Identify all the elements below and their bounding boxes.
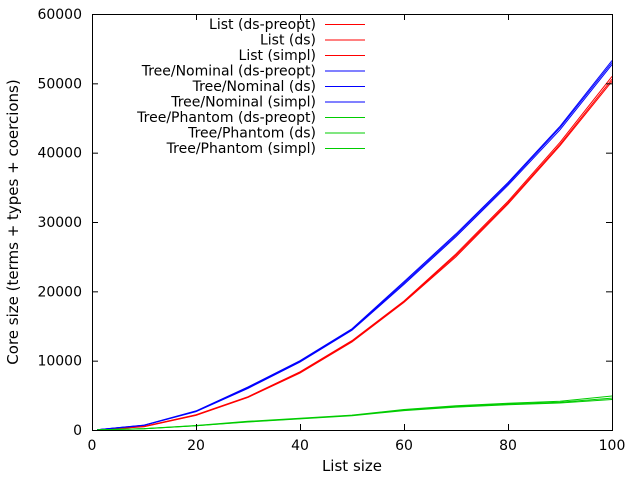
series-line-1 <box>97 76 613 431</box>
y-axis-label: Core size (terms + types + coercions) <box>4 79 22 364</box>
y-tick-label: 40000 <box>37 146 82 162</box>
y-tick-label: 30000 <box>37 215 82 231</box>
legend-label: List (simpl) <box>239 48 316 64</box>
x-tick-label: 80 <box>499 438 517 454</box>
y-tick-label: 20000 <box>37 284 82 300</box>
x-tick-label: 60 <box>395 438 413 454</box>
ticks-layer: 0 20 40 60 80 100 0 10000 20000 30000 40000 50000 60… <box>37 7 625 454</box>
y-tick-label: 50000 <box>37 76 82 92</box>
series-line-3 <box>97 80 613 431</box>
legend-label: Tree/Phantom (ds) <box>187 126 316 142</box>
y-tick-label: 60000 <box>37 7 82 23</box>
legend-label: Tree/Phantom (ds-preopt) <box>136 110 316 126</box>
x-tick-label: 40 <box>291 438 309 454</box>
legend-label: Tree/Nominal (ds-preopt) <box>141 64 316 80</box>
series-line-9 <box>97 399 613 431</box>
series-line-7 <box>97 395 613 431</box>
y-tick-label: 0 <box>73 423 82 439</box>
series-line-8 <box>97 397 613 431</box>
y-tick-label: 10000 <box>37 354 82 370</box>
legend: List (ds-preopt)List (ds)List (simpl)Tre… <box>136 17 365 157</box>
legend-label: Tree/Nominal (simpl) <box>170 95 316 111</box>
legend-label: Tree/Phantom (simpl) <box>166 141 316 157</box>
x-axis-label: List size <box>322 457 382 475</box>
legend-label: Tree/Nominal (ds) <box>192 79 316 95</box>
series-line-6 <box>97 64 613 431</box>
series-line-2 <box>97 78 613 431</box>
series-layer <box>97 60 613 431</box>
x-tick-label: 100 <box>599 438 626 454</box>
legend-label: List (ds-preopt) <box>209 17 316 33</box>
legend-label: List (ds) <box>260 33 316 49</box>
x-tick-label: 0 <box>88 438 97 454</box>
x-tick-label: 20 <box>187 438 205 454</box>
